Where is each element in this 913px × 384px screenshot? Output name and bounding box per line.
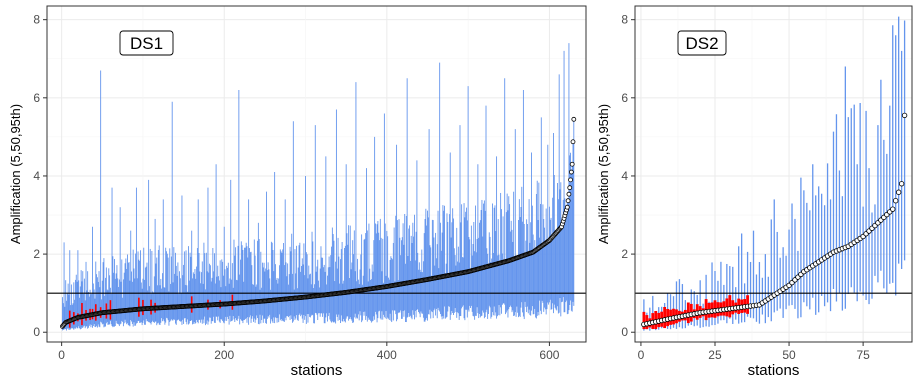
y-tick-label: 8 <box>33 13 40 27</box>
x-tick-label: 400 <box>377 348 397 362</box>
median-points <box>60 116 577 329</box>
x-tick-label: 600 <box>539 348 559 362</box>
y-tick-label: 2 <box>33 247 40 261</box>
median-point <box>569 161 575 167</box>
x-tick-label: 50 <box>782 348 796 362</box>
median-point <box>568 169 574 175</box>
x-axis-title: stations <box>291 362 343 379</box>
interval-bars <box>61 43 575 331</box>
y-tick-label: 0 <box>33 325 40 339</box>
median-points <box>641 112 908 328</box>
y-axis-title: Amplification (5,50,95th) <box>8 104 23 244</box>
x-tick-label: 200 <box>214 348 234 362</box>
x-tick-label: 0 <box>58 348 65 362</box>
median-point <box>566 191 572 197</box>
x-tick-label: 25 <box>708 348 722 362</box>
grid <box>635 6 912 342</box>
x-tick-label: 0 <box>638 348 645 362</box>
dataset-tag-label: DS1 <box>130 34 163 53</box>
median-point <box>893 197 899 204</box>
y-axis-title: Amplification (5,50,95th) <box>596 104 611 244</box>
panel-ds2: 0 2 4 6 8 0 25 50 75 stations Amplification (5,50,… <box>596 5 913 379</box>
panel-border <box>46 5 587 343</box>
median-point <box>568 177 573 183</box>
y-tick-label: 6 <box>33 91 40 105</box>
median-point <box>571 116 577 122</box>
y-tick-label: 6 <box>621 91 628 105</box>
median-point <box>564 204 570 210</box>
y-tick-label: 0 <box>621 325 628 339</box>
y-tick-label: 4 <box>621 169 628 183</box>
panel-ds1: 0 2 4 6 8 0 200 400 600 stations Amplification (5,… <box>8 5 587 379</box>
median-point <box>567 185 573 191</box>
median-point <box>570 139 576 145</box>
dataset-tag-label: DS2 <box>685 34 718 53</box>
median-point <box>895 189 902 195</box>
x-tick-label: 75 <box>856 348 870 362</box>
dataset-tag-box <box>119 30 174 56</box>
median-point <box>565 198 571 204</box>
y-tick-label: 4 <box>33 169 40 183</box>
dataset-tag-box <box>677 30 727 56</box>
y-tick-label: 8 <box>621 13 628 27</box>
median-point <box>901 112 908 119</box>
x-axis-title: stations <box>748 362 800 379</box>
median-point <box>898 181 905 187</box>
median-point <box>890 206 896 212</box>
y-tick-label: 2 <box>621 247 628 261</box>
panel-border <box>634 5 913 343</box>
